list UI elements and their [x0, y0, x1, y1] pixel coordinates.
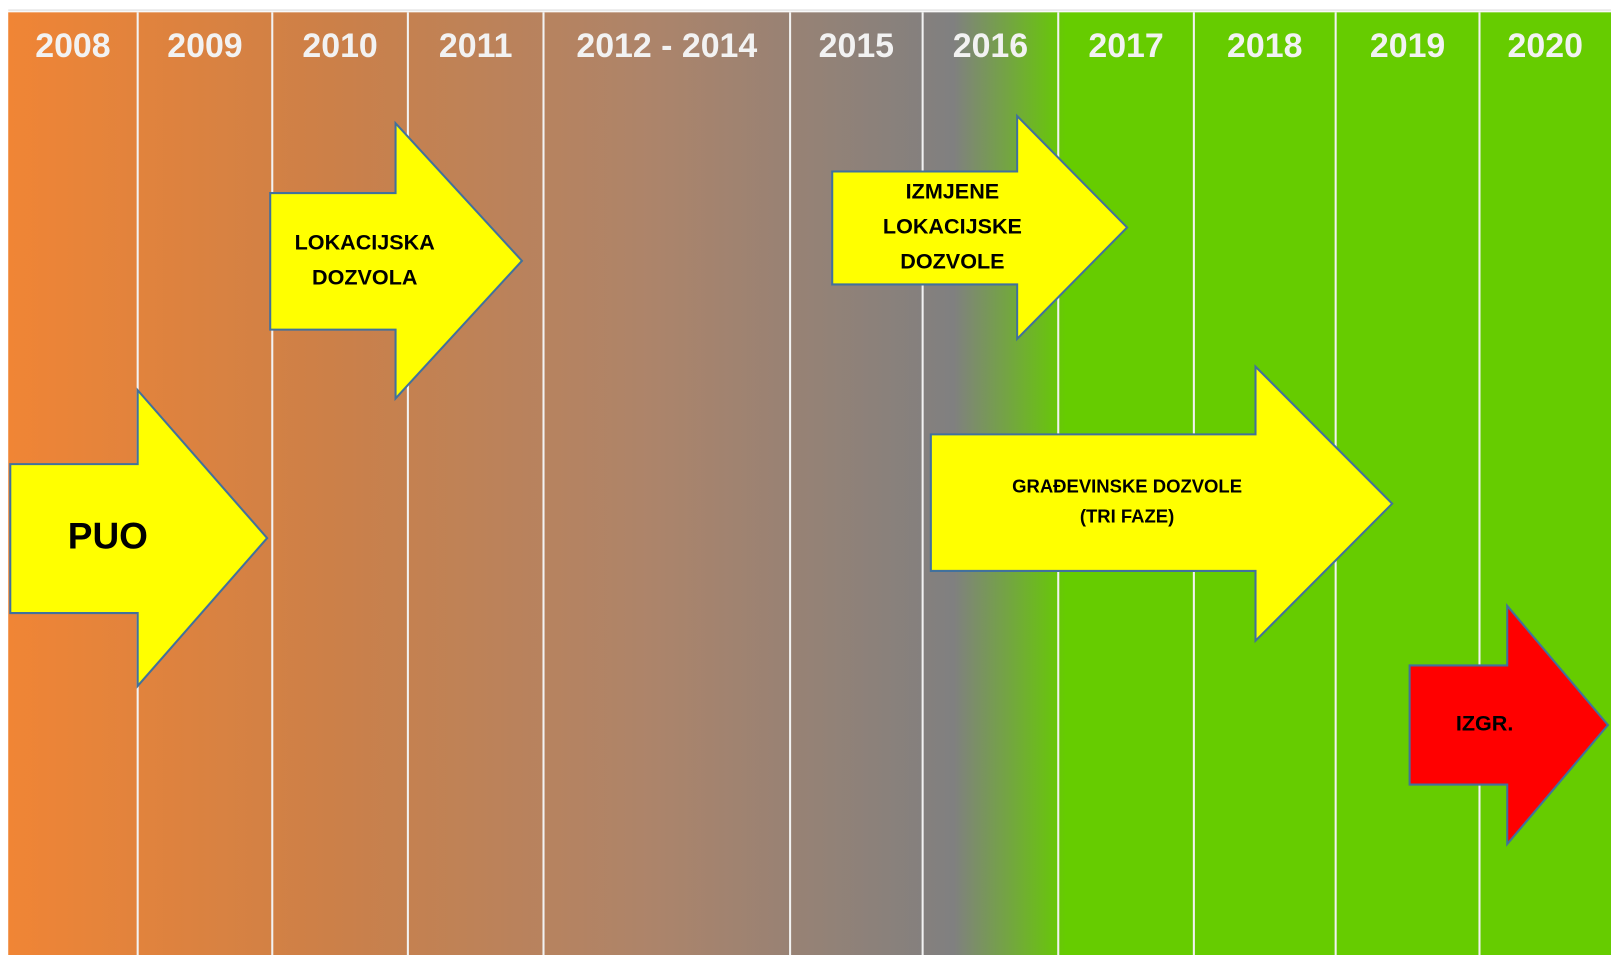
arrow-label: LOKACIJSKE	[883, 214, 1022, 239]
arrow-label: GRAĐEVINSKE DOZVOLE	[1012, 476, 1242, 497]
year-label: 2010	[302, 27, 377, 65]
arrow-label: (TRI FAZE)	[1080, 505, 1174, 526]
year-label: 2016	[953, 27, 1028, 65]
arrow-label: PUO	[68, 515, 148, 556]
year-label: 2009	[167, 27, 242, 65]
arrow-label: DOZVOLE	[900, 249, 1004, 274]
arrow	[1408, 603, 1610, 847]
year-label: 2011	[439, 27, 513, 65]
year-label: 2020	[1508, 27, 1583, 65]
year-label: 2017	[1088, 27, 1163, 65]
year-label: 2019	[1370, 27, 1445, 65]
year-label: 2015	[819, 27, 894, 65]
arrow-label: LOKACIJSKA	[295, 230, 435, 255]
arrow	[269, 120, 524, 402]
year-label: 2018	[1227, 27, 1302, 65]
arrow	[831, 113, 1129, 342]
arrow-label: IZGR.	[1456, 711, 1514, 736]
arrow-label: DOZVOLA	[312, 265, 417, 290]
arrow	[9, 387, 269, 689]
arrow	[929, 364, 1394, 644]
year-label: 2008	[35, 27, 110, 65]
arrow-label: IZMJENE	[906, 179, 999, 204]
year-label: 2012 - 2014	[576, 27, 757, 65]
